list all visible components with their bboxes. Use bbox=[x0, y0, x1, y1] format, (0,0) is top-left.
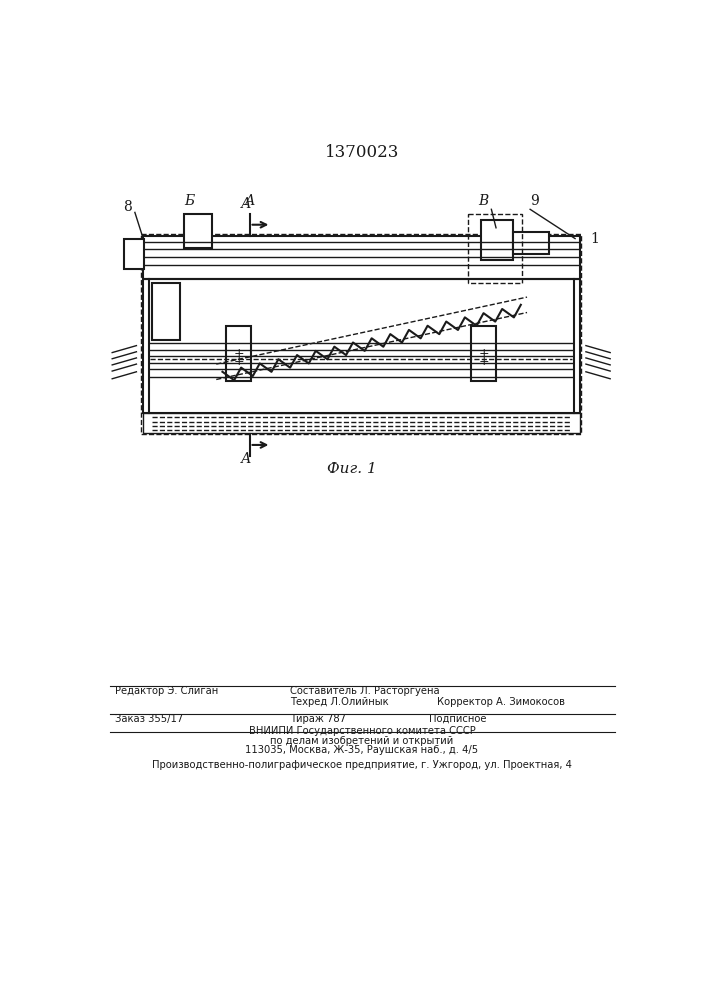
Text: Подписное: Подписное bbox=[429, 714, 487, 724]
Bar bbox=[184, 214, 211, 248]
Text: Б: Б bbox=[184, 194, 194, 208]
Text: Заказ 355/17: Заказ 355/17 bbox=[115, 714, 183, 724]
Text: А: А bbox=[241, 197, 252, 211]
Bar bbox=[226, 326, 251, 381]
Text: Производственно-полиграфическое предприятие, г. Ужгород, ул. Проектная, 4: Производственно-полиграфическое предприя… bbox=[152, 760, 572, 770]
Bar bbox=[124, 239, 144, 269]
Text: Редактор Э. Слиган: Редактор Э. Слиган bbox=[115, 686, 218, 696]
Text: 1370023: 1370023 bbox=[325, 144, 399, 161]
Bar bbox=[143, 279, 580, 413]
Text: Составитель Л. Расторгуена: Составитель Л. Расторгуена bbox=[290, 686, 440, 696]
Bar bbox=[152, 283, 180, 340]
Bar bbox=[472, 326, 496, 381]
Text: Фиг. 1: Фиг. 1 bbox=[327, 462, 377, 476]
Text: по делам изобретений и открытий: по делам изобретений и открытий bbox=[270, 736, 454, 746]
Text: А: А bbox=[245, 194, 255, 208]
Text: Техред Л.Олийнык: Техред Л.Олийнык bbox=[290, 697, 389, 707]
Bar bbox=[468, 214, 522, 283]
Text: ВНИИПИ Государственного комитета СССР: ВНИИПИ Государственного комитета СССР bbox=[249, 726, 475, 736]
Text: +: + bbox=[479, 355, 489, 368]
Text: +: + bbox=[233, 355, 244, 368]
Bar bbox=[143, 235, 580, 279]
Text: 113035, Москва, Ж-35, Раушская наб., д. 4/5: 113035, Москва, Ж-35, Раушская наб., д. … bbox=[245, 745, 479, 755]
Text: +: + bbox=[233, 347, 244, 360]
Text: А: А bbox=[241, 452, 252, 466]
Text: 8: 8 bbox=[123, 200, 132, 214]
Bar bbox=[141, 234, 581, 434]
Text: 1: 1 bbox=[591, 232, 600, 246]
Bar bbox=[143, 413, 580, 433]
Text: Корректор А. Зимокосов: Корректор А. Зимокосов bbox=[437, 697, 565, 707]
Text: +: + bbox=[479, 347, 489, 360]
Text: 9: 9 bbox=[530, 194, 539, 208]
Text: В: В bbox=[479, 194, 489, 208]
Bar bbox=[481, 220, 513, 260]
Bar bbox=[513, 232, 549, 254]
Text: Тираж 787: Тираж 787 bbox=[290, 714, 346, 724]
